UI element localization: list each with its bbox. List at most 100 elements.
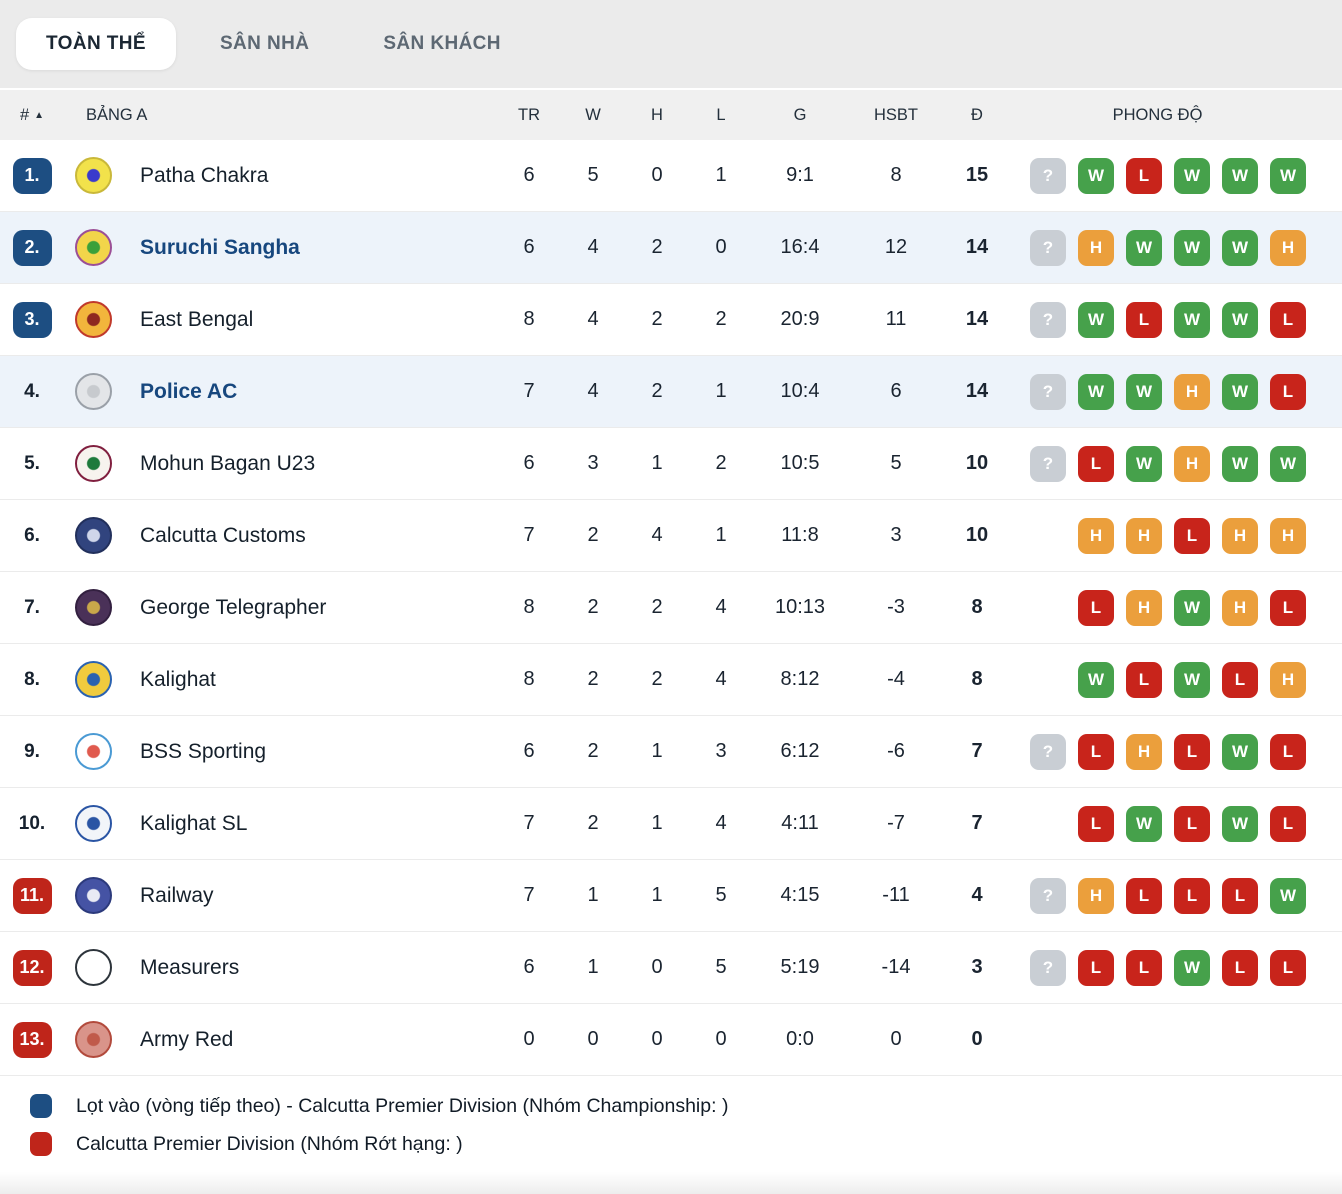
- form-result-badge[interactable]: H: [1222, 589, 1258, 626]
- form-result-badge[interactable]: H: [1078, 517, 1114, 554]
- form-upcoming-badge[interactable]: ?: [1030, 157, 1066, 194]
- table-row[interactable]: 5. Mohun Bagan U23 6 3 1 2 10:5 5 10? L W H W W: [0, 428, 1342, 500]
- form-result-badge[interactable]: L: [1174, 733, 1210, 770]
- form-result-badge[interactable]: H: [1126, 589, 1162, 626]
- form-result-badge[interactable]: W: [1174, 589, 1210, 626]
- form-result-badge[interactable]: W: [1174, 301, 1210, 338]
- form-result-badge[interactable]: L: [1174, 805, 1210, 842]
- form-result-badge[interactable]: H: [1126, 517, 1162, 554]
- form-result-badge[interactable]: W: [1126, 805, 1162, 842]
- team-name[interactable]: Army Red: [140, 1027, 234, 1051]
- form-result-badge[interactable]: H: [1174, 445, 1210, 482]
- form-result-badge[interactable]: L: [1078, 445, 1114, 482]
- form-result-badge[interactable]: H: [1126, 733, 1162, 770]
- form-result-badge[interactable]: L: [1270, 589, 1306, 626]
- form-result-badge[interactable]: L: [1270, 301, 1306, 338]
- team-name[interactable]: Kalighat: [140, 667, 216, 691]
- form-result-badge[interactable]: W: [1222, 733, 1258, 770]
- form-result-badge[interactable]: W: [1222, 373, 1258, 410]
- form-result-badge[interactable]: H: [1222, 517, 1258, 554]
- form-upcoming-badge[interactable]: ?: [1030, 229, 1066, 266]
- form-result-badge[interactable]: L: [1078, 589, 1114, 626]
- tab-overall[interactable]: TOÀN THỂ: [16, 18, 176, 70]
- team-name[interactable]: Patha Chakra: [140, 163, 269, 187]
- table-row[interactable]: 8. Kalighat 8 2 2 4 8:12 -4 8 W L W L H: [0, 644, 1342, 716]
- team-name[interactable]: Suruchi Sangha: [140, 235, 300, 259]
- form-result-badge[interactable]: L: [1126, 877, 1162, 914]
- form-result-badge[interactable]: W: [1078, 373, 1114, 410]
- form-result-badge[interactable]: W: [1270, 877, 1306, 914]
- form-result-badge[interactable]: H: [1078, 877, 1114, 914]
- form-result-badge[interactable]: H: [1270, 661, 1306, 698]
- team-name[interactable]: Calcutta Customs: [140, 523, 306, 547]
- form-result-badge[interactable]: L: [1126, 949, 1162, 986]
- form-result-badge[interactable]: W: [1126, 445, 1162, 482]
- form-upcoming-badge[interactable]: ?: [1030, 949, 1066, 986]
- form-result-badge[interactable]: L: [1270, 733, 1306, 770]
- form-upcoming-badge[interactable]: ?: [1030, 877, 1066, 914]
- form-result-badge[interactable]: W: [1078, 157, 1114, 194]
- table-row[interactable]: 9. BSS Sporting 6 2 1 3 6:12 -6 7? L H L W L: [0, 716, 1342, 788]
- form-result-badge[interactable]: L: [1270, 373, 1306, 410]
- form-result-badge[interactable]: H: [1270, 229, 1306, 266]
- team-name[interactable]: George Telegrapher: [140, 595, 327, 619]
- form-result-badge[interactable]: L: [1126, 157, 1162, 194]
- team-name[interactable]: Mohun Bagan U23: [140, 451, 316, 475]
- form-result-badge[interactable]: L: [1222, 949, 1258, 986]
- form-result-badge[interactable]: L: [1078, 733, 1114, 770]
- table-row[interactable]: 7. George Telegrapher 8 2 2 4 10:13 -3 8 L H W H L: [0, 572, 1342, 644]
- form-result-badge[interactable]: L: [1078, 805, 1114, 842]
- form-result-badge[interactable]: W: [1126, 229, 1162, 266]
- form-result-badge[interactable]: W: [1174, 157, 1210, 194]
- table-row[interactable]: 4. Police AC 7 4 2 1 10:4 6 14? W W H W L: [0, 356, 1342, 428]
- form-upcoming-badge[interactable]: ?: [1030, 301, 1066, 338]
- header-rank-sort[interactable]: # ▲: [0, 106, 64, 125]
- table-row[interactable]: 11. Railway 7 1 1 5 4:15 -11 4? H L L L W: [0, 860, 1342, 932]
- form-upcoming-badge[interactable]: ?: [1030, 445, 1066, 482]
- form-result-badge[interactable]: L: [1270, 805, 1306, 842]
- form-result-badge[interactable]: L: [1126, 661, 1162, 698]
- table-row[interactable]: 2. Suruchi Sangha 6 4 2 0 16:4 12 14? H W W W H: [0, 212, 1342, 284]
- table-row[interactable]: 3. East Bengal 8 4 2 2 20:9 11 14? W L W W L: [0, 284, 1342, 356]
- form-result-badge[interactable]: W: [1222, 445, 1258, 482]
- table-header: # ▲ BẢNG A TR W H L G HSBT Đ PHONG ĐỘ: [0, 88, 1342, 140]
- form-result-badge[interactable]: H: [1078, 229, 1114, 266]
- form-result-badge[interactable]: W: [1174, 949, 1210, 986]
- table-row[interactable]: 12. Measurers 6 1 0 5 5:19 -14 3? L L W L L: [0, 932, 1342, 1004]
- table-row[interactable]: 1. Patha Chakra 6 5 0 1 9:1 8 15? W L W W W: [0, 140, 1342, 212]
- form-result-badge[interactable]: L: [1078, 949, 1114, 986]
- form-result-badge[interactable]: W: [1222, 157, 1258, 194]
- form-result-badge[interactable]: L: [1222, 877, 1258, 914]
- tab-home[interactable]: SÂN NHÀ: [219, 33, 310, 54]
- form-result-badge[interactable]: L: [1174, 877, 1210, 914]
- form-result-badge[interactable]: W: [1174, 661, 1210, 698]
- team-name[interactable]: BSS Sporting: [140, 739, 267, 763]
- table-row[interactable]: 13. Army Red 0 0 0 0 0:0 0 0: [0, 1004, 1342, 1076]
- table-row[interactable]: 6. Calcutta Customs 7 2 4 1 11:8 3 10 H H L H H: [0, 500, 1342, 572]
- form-result-badge[interactable]: H: [1270, 517, 1306, 554]
- form-result-badge[interactable]: H: [1174, 373, 1210, 410]
- form-result-badge[interactable]: W: [1126, 373, 1162, 410]
- tab-away[interactable]: SÂN KHÁCH: [383, 33, 501, 54]
- team-name[interactable]: Police AC: [140, 379, 238, 403]
- form-result-badge[interactable]: W: [1222, 229, 1258, 266]
- form-result-badge[interactable]: L: [1270, 949, 1306, 986]
- form-result-badge[interactable]: L: [1126, 301, 1162, 338]
- team-name[interactable]: Railway: [140, 883, 214, 907]
- form-result-badge[interactable]: W: [1078, 661, 1114, 698]
- team-name[interactable]: Kalighat SL: [140, 811, 248, 835]
- form-result-badge[interactable]: W: [1078, 301, 1114, 338]
- form-result-badge[interactable]: W: [1222, 301, 1258, 338]
- form-result-badge[interactable]: L: [1222, 661, 1258, 698]
- form-result-badge[interactable]: W: [1174, 229, 1210, 266]
- form-result-badge[interactable]: W: [1270, 157, 1306, 194]
- form-result-badge[interactable]: L: [1174, 517, 1210, 554]
- form-upcoming-badge[interactable]: ?: [1030, 733, 1066, 770]
- form-result-badge[interactable]: W: [1270, 445, 1306, 482]
- form-upcoming-badge[interactable]: ?: [1030, 373, 1066, 410]
- team-name[interactable]: East Bengal: [140, 307, 254, 331]
- stat-wins: 4: [587, 308, 599, 330]
- team-name[interactable]: Measurers: [140, 955, 240, 979]
- form-result-badge[interactable]: W: [1222, 805, 1258, 842]
- table-row[interactable]: 10. Kalighat SL 7 2 1 4 4:11 -7 7 L W L W L: [0, 788, 1342, 860]
